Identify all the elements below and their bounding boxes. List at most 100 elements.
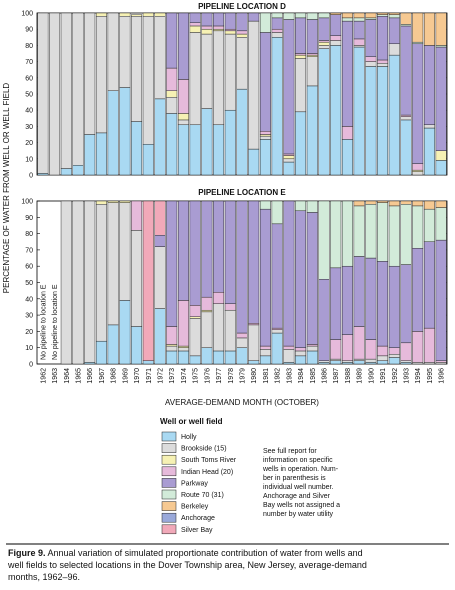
bar-segment	[365, 200, 377, 205]
bar-segment	[388, 54, 400, 176]
bar-segment	[318, 48, 330, 176]
bar-segment	[412, 248, 424, 332]
bar-segment	[259, 139, 271, 176]
bar-segment	[224, 109, 236, 176]
bar-segment	[259, 32, 271, 132]
bar-segment	[306, 212, 318, 345]
bar-segment	[119, 202, 131, 301]
bar-segment	[318, 41, 330, 46]
bar-segment	[37, 173, 49, 176]
x-tick-label: 1973	[169, 368, 176, 384]
legend-swatch	[161, 524, 177, 535]
legend-swatch	[161, 501, 177, 511]
bar-segment	[131, 14, 143, 17]
bar-segment	[95, 200, 107, 205]
bar-segment	[341, 360, 353, 363]
note-text: number by water utility	[263, 511, 334, 518]
bar-segment	[330, 200, 342, 269]
bar-segment	[236, 347, 248, 365]
bar-segment	[271, 17, 283, 30]
bar-segment	[377, 355, 389, 361]
bar-segment	[166, 67, 178, 91]
bar-segment	[189, 305, 201, 317]
y-tick-label: 90	[25, 215, 33, 222]
bar-segment	[201, 33, 213, 109]
legend-label: Holly	[181, 434, 197, 441]
note-text: ber in parenthesis is	[263, 475, 326, 482]
bar-segment	[177, 350, 189, 365]
bar-segment	[400, 342, 412, 361]
bar-segment	[177, 79, 189, 114]
bar-segment	[283, 153, 295, 156]
bar-segment	[177, 345, 189, 348]
bar-segment	[365, 362, 377, 365]
bar-segment	[248, 148, 260, 176]
bar-segment	[236, 33, 248, 38]
y-tick-label: 10	[25, 156, 33, 163]
y-tick-label: 30	[25, 313, 33, 320]
bar-segment	[213, 28, 225, 32]
bar-segment	[154, 235, 166, 247]
bar-segment	[435, 45, 447, 48]
bar-segment	[201, 347, 213, 365]
annotation: No pipeline to location E	[52, 284, 59, 360]
bar-segment	[377, 202, 389, 262]
bar-segment	[213, 292, 225, 304]
bar-segment	[400, 116, 412, 121]
bar-segment	[95, 204, 107, 342]
bar-segment	[236, 30, 248, 35]
bar-segment	[306, 85, 318, 176]
x-tick-label: 1983	[286, 368, 293, 384]
x-tick-label: 1964	[64, 368, 71, 384]
x-tick-label: 1971	[146, 368, 153, 384]
bar-segment	[388, 353, 400, 358]
y-tick-label: 60	[25, 264, 33, 271]
bar-segment	[224, 30, 236, 35]
x-tick-label: 1993	[404, 368, 411, 384]
bar-segment	[330, 12, 342, 15]
caption-text: months, 1962–96.	[8, 572, 80, 582]
bar-segment	[95, 12, 107, 17]
bar-segment	[84, 200, 96, 363]
bar-segment	[95, 16, 107, 134]
bar-segment	[306, 344, 318, 347]
bar-segment	[353, 12, 365, 19]
x-tick-label: 1966	[87, 368, 94, 384]
bar-segment	[119, 300, 131, 365]
bar-segment	[271, 32, 283, 38]
bar-segment	[213, 124, 225, 176]
bar-segment	[259, 349, 271, 357]
bar-segment	[142, 12, 154, 17]
y-tick-label: 80	[25, 43, 33, 50]
legend-label: South Toms River	[181, 457, 237, 464]
bar-segment	[259, 135, 271, 140]
x-tick-label: 1982	[275, 368, 282, 384]
note-text: information on specific	[263, 457, 333, 464]
bar-segment	[400, 119, 412, 176]
bar-segment	[388, 43, 400, 56]
bar-segment	[295, 58, 307, 113]
annotation: No pipeline to location E	[40, 284, 47, 360]
bar-segment	[166, 350, 178, 365]
bar-segment	[271, 332, 283, 365]
bar-segment	[377, 62, 389, 67]
bar-segment	[377, 14, 389, 17]
x-tick-label: 1977	[216, 368, 223, 384]
bar-segment	[189, 25, 201, 33]
y-tick-label: 50	[25, 280, 33, 287]
bar-segment	[318, 362, 330, 365]
y-tick-label: 50	[25, 92, 33, 99]
y-axis-title: PERCENTAGE OF WATER FROM WELL OR WELL FI…	[2, 83, 11, 294]
bar-segment	[435, 360, 447, 363]
legend-title: Well or well field	[160, 417, 223, 426]
bar-segment	[37, 12, 49, 174]
bar-segment	[400, 264, 412, 344]
y-tick-label: 40	[25, 296, 33, 303]
bar-segment	[435, 160, 447, 176]
bar-segment	[131, 326, 143, 365]
bar-segment	[365, 12, 377, 19]
bar-segment	[306, 200, 318, 213]
note-text: Anchorage and Silver	[263, 493, 331, 500]
bar-segment	[236, 200, 248, 334]
bar-segment	[400, 24, 412, 27]
